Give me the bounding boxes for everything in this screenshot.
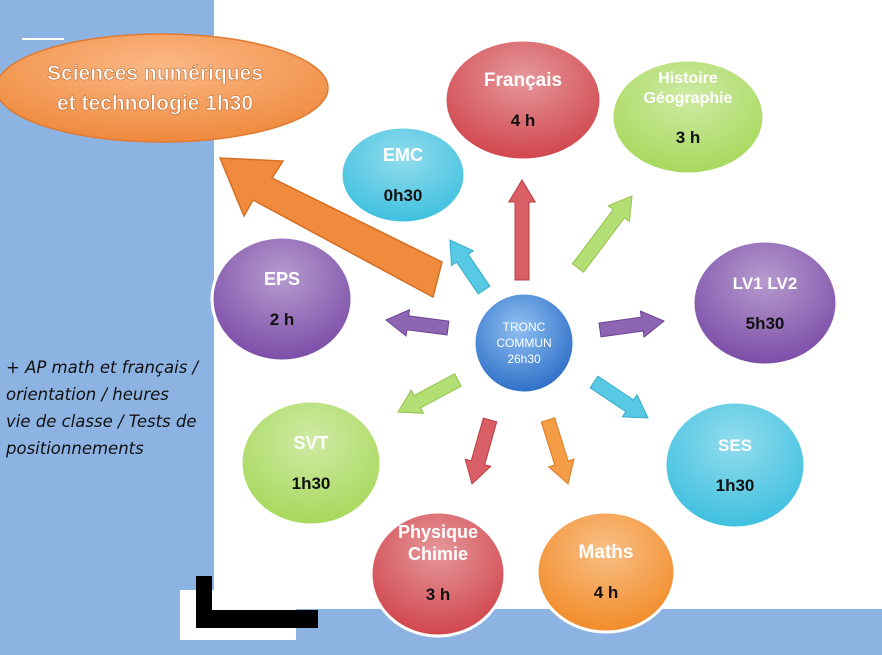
subject-emc: EMC 0h30: [339, 125, 467, 225]
arrow-svt: [397, 373, 462, 414]
callout-line-1: Sciences numériques: [47, 62, 263, 85]
ellipses-layer: Français 4 h Histoire Géographie 3 h LV1 LV2 5…: [210, 38, 839, 638]
logo-bar: [22, 38, 64, 40]
subject-name: SES: [718, 436, 752, 455]
subject-hours: 4 h: [594, 583, 619, 602]
subject-ellipse: [339, 125, 467, 225]
subject-name: Géographie: [644, 90, 733, 107]
subject-hours: 3 h: [426, 585, 451, 604]
subject-hours: 2 h: [270, 310, 295, 329]
logo-fragment: [22, 38, 64, 60]
center-line-2: COMMUN: [496, 336, 551, 350]
subject-name: Chimie: [408, 544, 468, 564]
arrow-lv1-lv2: [598, 310, 665, 339]
arrow-physique-chimie: [464, 417, 498, 485]
subject-ellipse: [369, 510, 507, 638]
arrow-maths: [540, 417, 575, 485]
subject-name: SVT: [293, 433, 328, 453]
subject-name: LV1 LV2: [733, 274, 798, 293]
subject-name: Français: [484, 70, 562, 91]
subject-name: EPS: [264, 269, 300, 289]
arrow-francais: [507, 179, 537, 281]
subject-ellipse: [443, 38, 603, 162]
arrow-ses: [589, 375, 649, 419]
subject-francais: Français 4 h: [443, 38, 603, 162]
arrow-eps: [385, 308, 450, 337]
subject-maths: Maths 4 h: [535, 510, 677, 634]
subject-name: Histoire: [658, 70, 718, 87]
subject-ellipse: [210, 235, 354, 363]
subject-hours: 4 h: [511, 111, 536, 130]
subject-svt: SVT 1h30: [239, 399, 383, 527]
callout-arrow: [218, 157, 443, 299]
subject-hours: 3 h: [676, 128, 701, 147]
subject-name: Maths: [579, 542, 634, 563]
bottom-blue-band: [214, 609, 882, 655]
subject-name: EMC: [383, 145, 423, 165]
subject-histoire-geographie: Histoire Géographie 3 h: [610, 58, 766, 176]
center-line-1: TRONC: [503, 320, 546, 334]
subject-name: Physique: [398, 522, 478, 542]
subject-hours: 0h30: [384, 186, 423, 205]
subject-ellipse: [239, 399, 383, 527]
subject-ses: SES 1h30: [663, 400, 807, 530]
arrows-layer: [385, 179, 665, 485]
subject-lv1-lv2: LV1 LV2 5h30: [691, 239, 839, 367]
subject-hours: 5h30: [746, 314, 785, 333]
side-note: + AP math et français / orientation / he…: [6, 358, 199, 458]
subject-eps: EPS 2 h: [210, 235, 354, 363]
arrow-emc: [449, 239, 491, 295]
arrow-histoire-geographie: [571, 195, 633, 273]
subject-ellipse: [610, 58, 766, 176]
subject-hours: 1h30: [716, 476, 755, 495]
subject-ellipse: [691, 239, 839, 367]
corner-bracket-horizontal: [196, 610, 318, 628]
subject-ellipse: [663, 400, 807, 530]
center-line-3: 26h30: [507, 352, 541, 366]
callout-ellipse: Sciences numériques et technologie 1h30: [0, 33, 329, 143]
subject-hours: 1h30: [292, 474, 331, 493]
subject-ellipse: [535, 510, 677, 634]
callout-line-2: et technologie 1h30: [57, 92, 253, 115]
center-circle: TRONC COMMUN 26h30: [472, 291, 576, 395]
